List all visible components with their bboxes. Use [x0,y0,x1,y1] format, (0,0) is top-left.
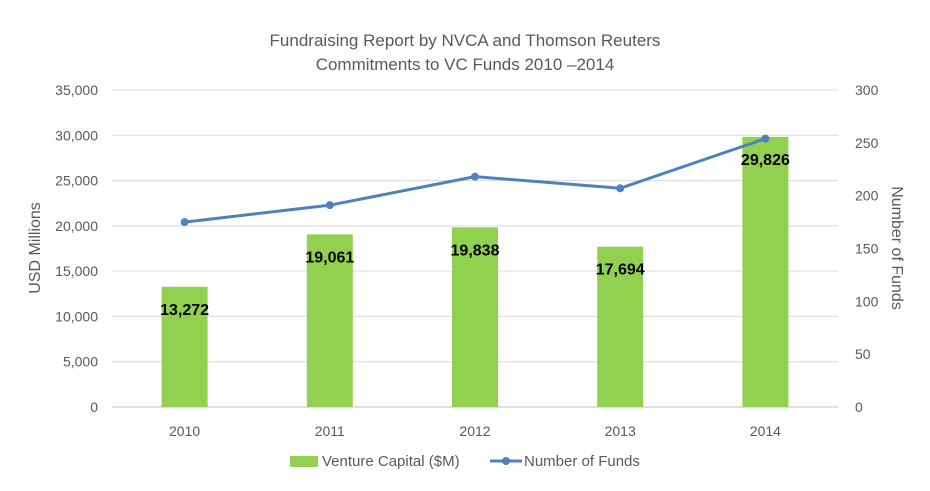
x-tick-label: 2010 [169,423,200,439]
x-tick-label: 2011 [315,423,345,439]
legend-line-label: Number of Funds [524,453,640,470]
funds-point [180,218,189,227]
y2-axis-label: Number of Funds [888,186,905,310]
y-tick-label: 25,000 [55,173,98,189]
legend-bar-swatch [290,456,318,467]
chart-subtitle: Commitments to VC Funds 2010 –2014 [316,55,615,74]
y-tick-label: 20,000 [55,218,98,234]
funds-point [325,201,334,210]
y2-tick-label: 0 [855,399,863,415]
y-tick-label: 10,000 [55,308,98,324]
bar [161,286,208,407]
y-tick-label: 0 [90,399,98,415]
funds-point [616,184,625,193]
x-tick-label: 2013 [605,423,636,439]
y-axis-label: USD Millions [27,202,44,294]
y-tick-label: 5,000 [63,354,98,370]
bar-data-label: 13,272 [160,302,209,319]
legend: Venture Capital ($M) Number of Funds [290,453,640,470]
y2-tick-label: 250 [855,135,879,151]
chart-title: Fundraising Report by NVCA and Thomson R… [270,31,661,50]
bar [306,234,353,407]
bar-data-label: 19,838 [451,242,500,259]
bar-data-label: 19,061 [305,249,354,266]
bar [742,136,789,407]
legend-bar-label: Venture Capital ($M) [322,453,460,470]
bar-data-label: 29,826 [741,152,790,169]
y-tick-label: 30,000 [55,127,98,143]
y-tick-label: 35,000 [55,82,98,98]
x-tick-label: 2014 [750,423,781,439]
y2-tick-label: 200 [855,188,879,204]
y2-tick-label: 300 [855,82,879,98]
funds-point [471,172,479,181]
funds-point [761,134,770,143]
y-tick-label: 15,000 [55,263,98,279]
bar-data-label: 17,694 [596,262,645,279]
bar [452,227,498,407]
y2-tick-label: 100 [855,293,879,309]
x-tick-label: 2012 [459,423,490,439]
legend-line-marker [502,457,510,465]
y2-tick-label: 150 [855,241,879,257]
bar [597,246,644,407]
y2-tick-label: 50 [855,346,871,362]
